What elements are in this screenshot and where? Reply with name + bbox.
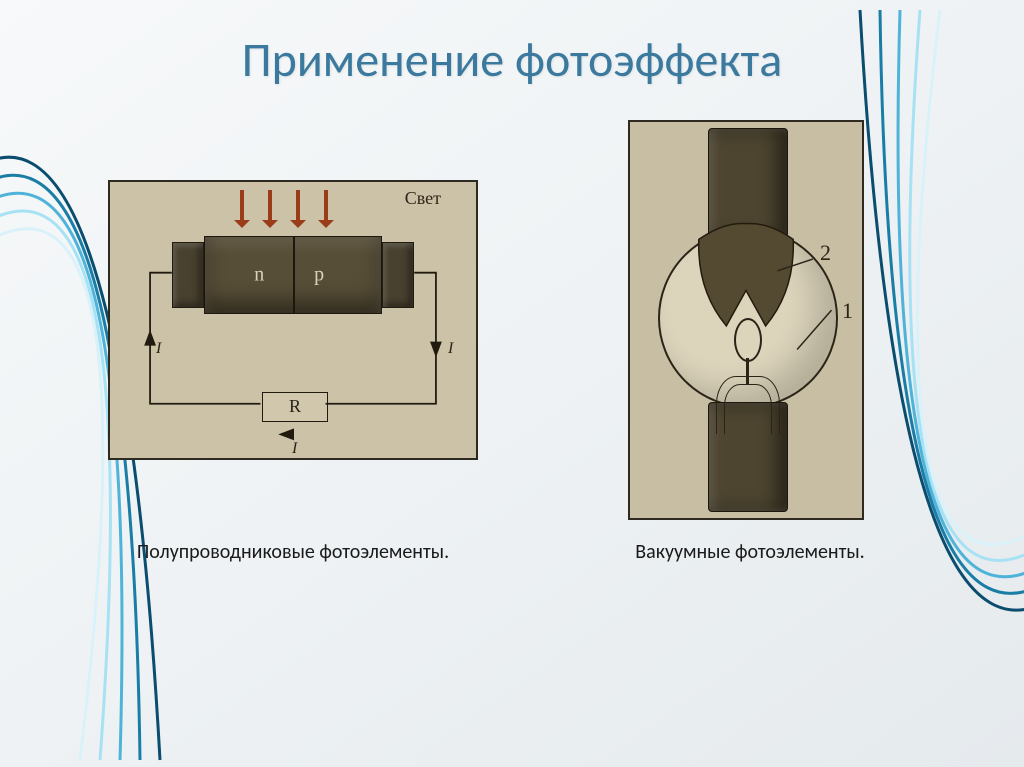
vacuum-photocell-diagram: 1 2 — [628, 120, 864, 520]
anode-base-inner — [724, 384, 772, 434]
semiconductor-photocell-diagram: Свет n p R — [108, 180, 478, 460]
slide: Применение фотоэффекта Свет n p R — [0, 0, 1024, 767]
left-caption: Полупроводниковые фотоэлементы. — [108, 540, 478, 564]
current-label-bottom: I — [292, 440, 297, 458]
label-2: 2 — [820, 240, 831, 266]
content-area: Свет n p R — [0, 110, 1024, 767]
anode-ring — [734, 318, 762, 362]
right-caption: Вакуумные фотоэлементы. — [580, 540, 920, 564]
circuit-wires — [110, 182, 476, 458]
current-label-left: I — [156, 340, 161, 358]
current-label-right: I — [448, 340, 453, 358]
slide-title: Применение фотоэффекта — [0, 30, 1024, 89]
label-1: 1 — [842, 298, 853, 324]
